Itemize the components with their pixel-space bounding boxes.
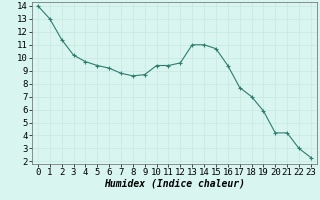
X-axis label: Humidex (Indice chaleur): Humidex (Indice chaleur) xyxy=(104,179,245,189)
